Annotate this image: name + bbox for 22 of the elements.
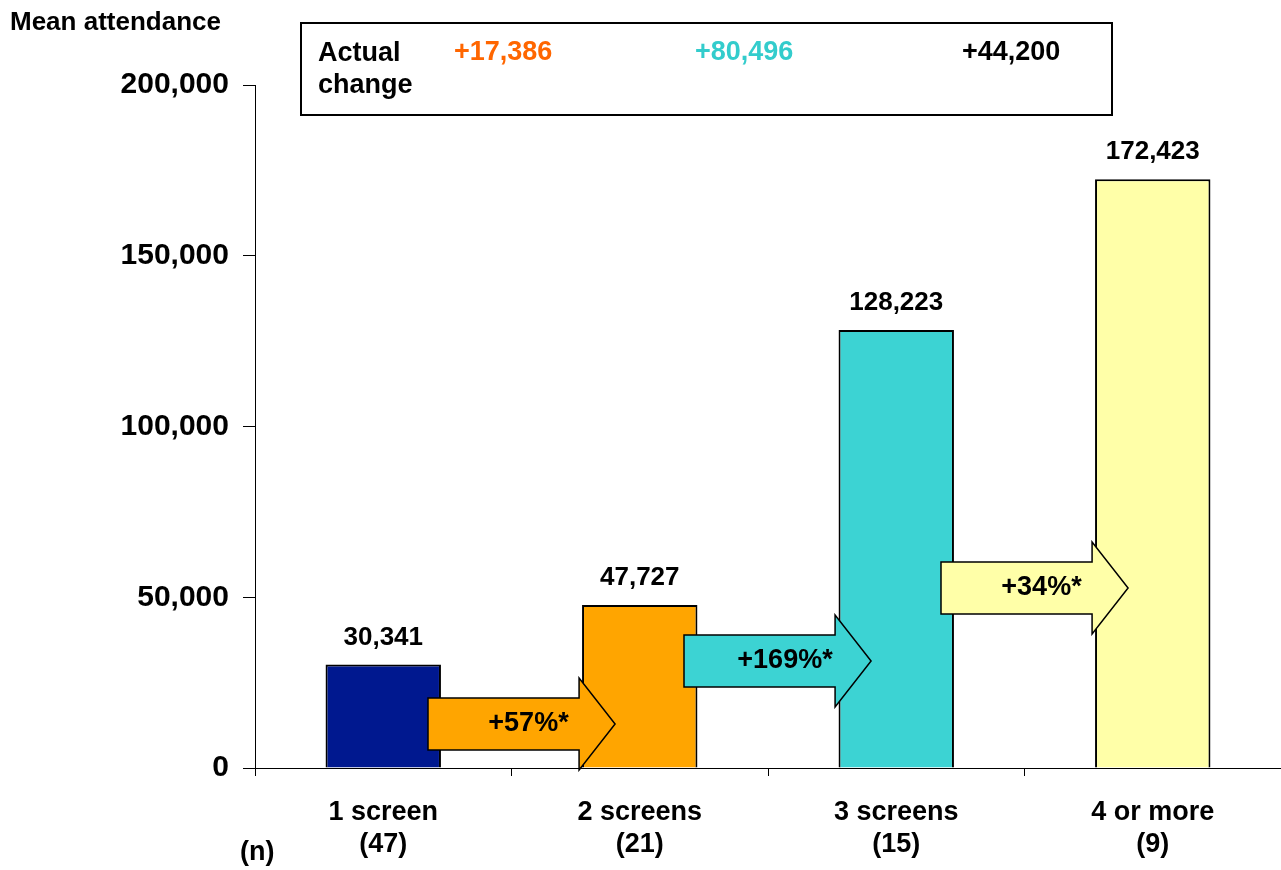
y-axis-title: Mean attendance [10,6,221,37]
text: +44,200 [962,36,1061,67]
y-tick-label: 0 [212,749,229,783]
text: +80,496 [695,36,794,67]
data-label: 128,223 [849,286,944,317]
annotation: +57%* [488,707,569,738]
text: +17,386 [454,36,553,67]
x-tick-label: 3 screens (15) [833,795,959,859]
y-tick-label: 150,000 [120,237,229,271]
data-label: 47,727 [599,561,680,592]
annotation: +169%* [737,644,833,675]
y-tick-label: 50,000 [137,578,229,612]
x-tick-label: 2 screens (21) [577,795,703,859]
x-tick-label: 4 or more (9) [1091,795,1215,859]
x-tick-label: 1 screen (47) [328,795,439,859]
y-tick-label: 200,000 [120,66,229,100]
annotation: Actual change [318,36,414,100]
data-label: 172,423 [1105,135,1200,166]
annotation: +34%* [1001,571,1082,602]
data-label: 30,341 [343,620,424,651]
text: (n) [240,836,275,867]
y-tick-label: 100,000 [120,407,229,441]
